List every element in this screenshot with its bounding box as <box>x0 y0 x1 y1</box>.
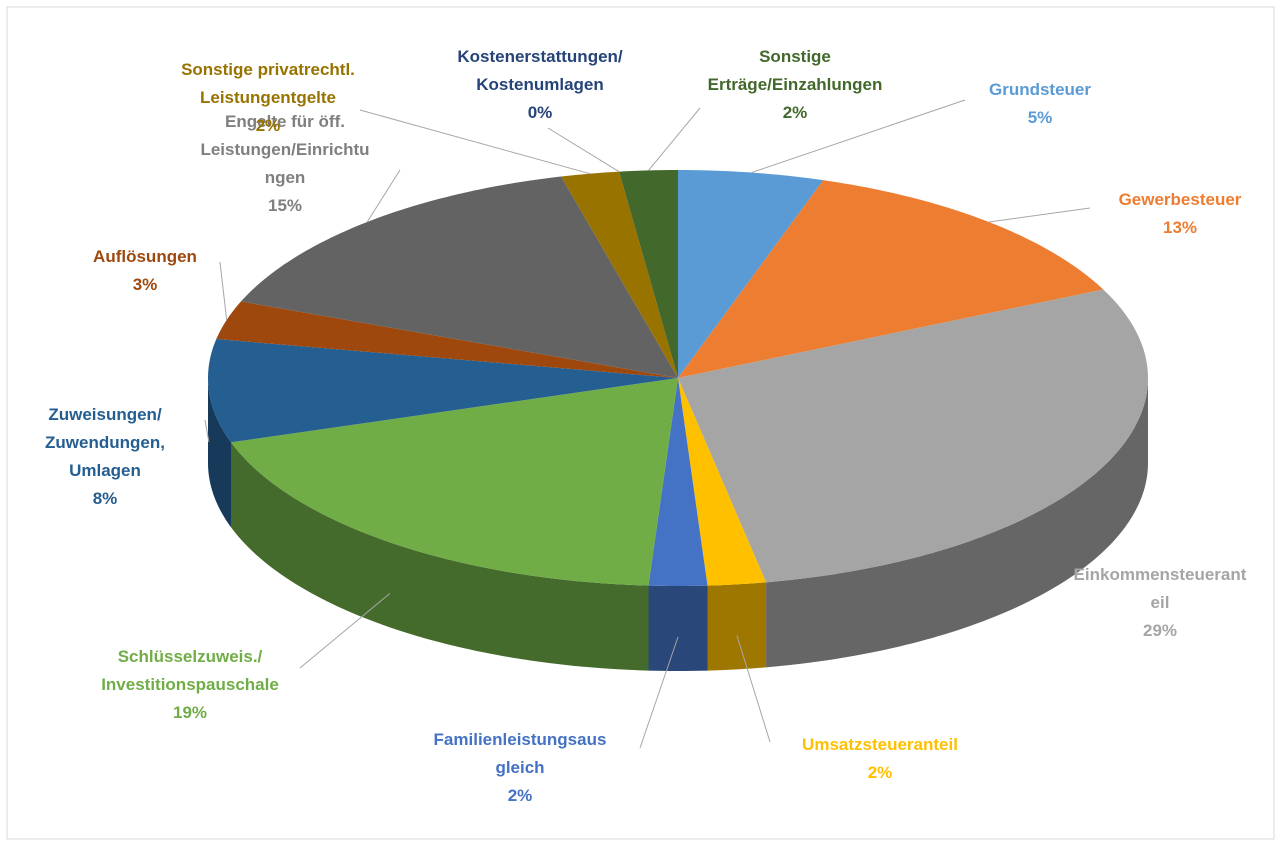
slice <box>648 378 708 586</box>
slice <box>561 171 678 378</box>
leader-line <box>359 109 591 175</box>
slice <box>208 339 679 443</box>
leader-line <box>366 169 401 223</box>
slice-side <box>208 378 232 528</box>
value-label: 2% <box>256 116 281 135</box>
value-label: 2% <box>783 103 808 122</box>
slice <box>678 170 824 378</box>
slice <box>231 378 679 586</box>
leader-line <box>736 635 771 743</box>
leader-line <box>547 127 620 173</box>
value-label: 15% <box>268 196 302 215</box>
category-label: Sonstige privatrechtl. Leistungentgelte <box>181 60 355 107</box>
slice <box>678 378 767 586</box>
leader-line <box>219 261 228 321</box>
value-label: 8% <box>93 489 118 508</box>
category-label: Grundsteuer <box>989 80 1091 99</box>
category-label: Zuweisungen/Zuwendungen, Umlagen <box>45 405 165 480</box>
category-label: Kostenerstattungen/Kostenumlagen <box>457 47 623 94</box>
slice <box>216 301 678 378</box>
category-label: Auflösungen <box>93 247 197 266</box>
slice-side <box>766 378 1148 668</box>
category-label: Gewerbesteuer <box>1119 190 1242 209</box>
category-label: Engelte für öff. Leistungen/Einrichtu ngen <box>200 112 369 187</box>
value-label: 0% <box>528 103 553 122</box>
slice-side <box>707 582 767 671</box>
category-label: Umsatzsteueranteil <box>802 735 958 754</box>
slice-side <box>231 442 649 671</box>
category-label: Sonstige Erträge/Einzahlungen <box>708 47 883 94</box>
value-label: 29% <box>1143 621 1177 640</box>
value-label: 5% <box>1028 108 1053 127</box>
slice <box>678 180 1104 378</box>
leader-line <box>751 99 966 174</box>
slice <box>678 289 1148 583</box>
slice <box>619 170 678 378</box>
category-label: Einkommensteuerant eil <box>1074 565 1247 612</box>
slice <box>241 176 678 378</box>
value-label: 2% <box>868 763 893 782</box>
value-label: 2% <box>508 786 533 805</box>
leader-line <box>648 107 701 171</box>
value-label: 3% <box>133 275 158 294</box>
leader-line <box>988 207 1091 223</box>
category-label: Schlüsselzuweis./Investitionspauschale <box>101 647 279 694</box>
value-label: 13% <box>1163 218 1197 237</box>
leader-line <box>204 419 210 443</box>
value-label: 19% <box>173 703 207 722</box>
leader-line <box>299 592 391 669</box>
slice-side <box>648 585 708 671</box>
category-label: Familienleistungsaus gleich <box>434 730 607 777</box>
leader-line <box>639 636 679 749</box>
